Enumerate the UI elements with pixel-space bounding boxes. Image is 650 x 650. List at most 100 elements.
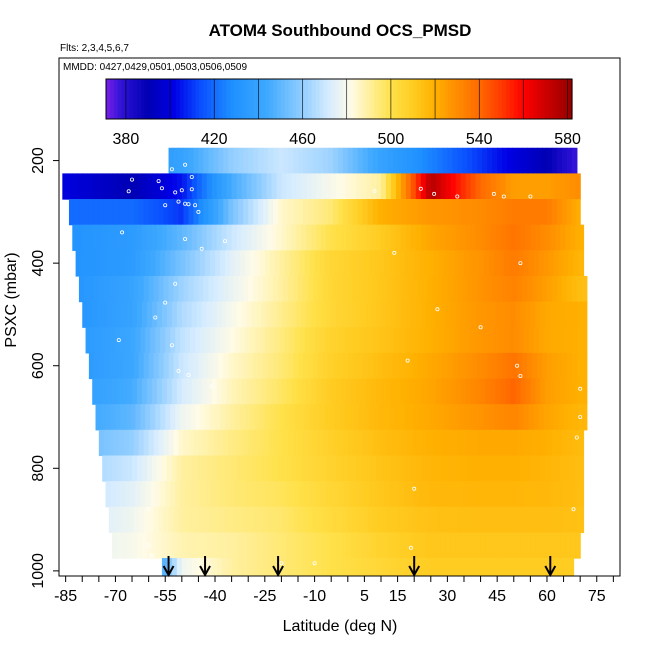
colorbar-segment (416, 79, 422, 119)
heatmap-cell (231, 224, 238, 251)
heatmap-cell (191, 224, 198, 251)
heatmap-cell (173, 506, 180, 533)
heatmap-cell (186, 301, 193, 328)
colorbar-segment (362, 79, 367, 119)
colorbar-segment (490, 79, 495, 119)
colorbar-segment (199, 79, 204, 119)
heatmap-cell (251, 532, 258, 559)
heatmap-cell (261, 558, 268, 576)
heatmap-cell (419, 404, 425, 431)
heatmap-cell (540, 301, 546, 328)
heatmap-cell (165, 250, 171, 277)
heatmap-cell (380, 378, 387, 405)
heatmap-cell (108, 275, 115, 303)
heatmap-cell (123, 199, 130, 226)
heatmap-cell (422, 506, 429, 533)
heatmap-cell (153, 199, 160, 226)
heatmap-cell (218, 199, 224, 226)
heatmap-cell (585, 378, 588, 405)
heatmap-cell (485, 301, 492, 328)
heatmap-cell (346, 173, 352, 200)
heatmap-cell (468, 327, 475, 354)
heatmap-cell (186, 224, 193, 251)
heatmap-cell (387, 429, 394, 457)
colorbar-segment (284, 79, 290, 119)
heatmap-cell (490, 532, 497, 559)
heatmap-cell (208, 275, 214, 303)
colorbar-segment (311, 79, 317, 119)
heatmap-cell (205, 481, 211, 508)
heatmap-cell (203, 199, 209, 226)
heatmap-cell (575, 173, 581, 200)
heatmap-cell (128, 352, 135, 380)
heatmap-cell (156, 173, 163, 200)
heatmap-cell (322, 147, 329, 174)
heatmap-cell (395, 558, 402, 576)
heatmap-cell (186, 558, 193, 576)
heatmap-cell (218, 147, 224, 174)
heatmap-cell (97, 301, 103, 328)
heatmap-cell (435, 455, 442, 482)
heatmap-cell (430, 558, 437, 576)
heatmap-cell (278, 275, 284, 303)
colorbar-segment (206, 79, 212, 119)
heatmap-cell (258, 199, 264, 226)
heatmap-cell (88, 275, 95, 303)
heatmap-cell (183, 506, 190, 533)
heatmap-cell (356, 301, 362, 328)
heatmap-cell (223, 147, 229, 174)
heatmap-cell (288, 147, 294, 174)
y-tick-label: 200 (30, 147, 47, 174)
heatmap-cell (387, 506, 394, 533)
heatmap-cell (379, 404, 385, 431)
heatmap-cell (347, 147, 354, 174)
heatmap-cell (88, 199, 95, 226)
observation-point (515, 363, 520, 368)
heatmap-cell (238, 275, 244, 303)
heatmap-cell (258, 275, 264, 303)
heatmap-cell (550, 173, 556, 200)
heatmap-cell (291, 455, 297, 482)
heatmap-cell (224, 404, 231, 431)
heatmap-cell (180, 327, 186, 354)
heatmap-cell (532, 506, 538, 533)
heatmap-cell (571, 506, 578, 533)
heatmap-cell (545, 532, 551, 559)
heatmap-cell (140, 481, 146, 508)
heatmap-cell (565, 378, 571, 405)
heatmap-cell (488, 404, 495, 431)
heatmap-cell (550, 378, 556, 405)
heatmap-cell (296, 532, 302, 559)
heatmap-cell (176, 532, 183, 559)
heatmap-cell (510, 301, 517, 328)
heatmap-cell (460, 301, 467, 328)
heatmap-cell (537, 506, 543, 533)
colorbar-segment (521, 79, 526, 119)
heatmap-cell (392, 199, 399, 226)
heatmap-cell (246, 455, 253, 482)
heatmap-cell (351, 532, 357, 559)
colorbar-segment (556, 79, 561, 119)
heatmap-cell (221, 301, 228, 328)
heatmap-cell (103, 199, 110, 226)
heatmap-cell (356, 455, 362, 482)
heatmap-cell (143, 199, 150, 226)
heatmap-cell (415, 301, 422, 328)
heatmap-cell (107, 173, 113, 200)
heatmap-cell (520, 532, 526, 559)
heatmap-cell (331, 173, 337, 200)
heatmap-cell (462, 275, 468, 303)
heatmap-cell (256, 224, 263, 251)
heatmap-cell (168, 199, 175, 226)
heatmap-cell (573, 481, 580, 508)
heatmap-cell (168, 506, 175, 533)
heatmap-cell (248, 275, 254, 303)
heatmap-cell (296, 455, 302, 482)
heatmap-cell (166, 455, 173, 482)
heatmap-cell (211, 173, 218, 200)
observation-point (169, 343, 174, 348)
heatmap-cell (585, 301, 588, 328)
heatmap-cell (346, 532, 352, 559)
heatmap-cell (459, 250, 465, 277)
heatmap-cell (148, 275, 155, 303)
